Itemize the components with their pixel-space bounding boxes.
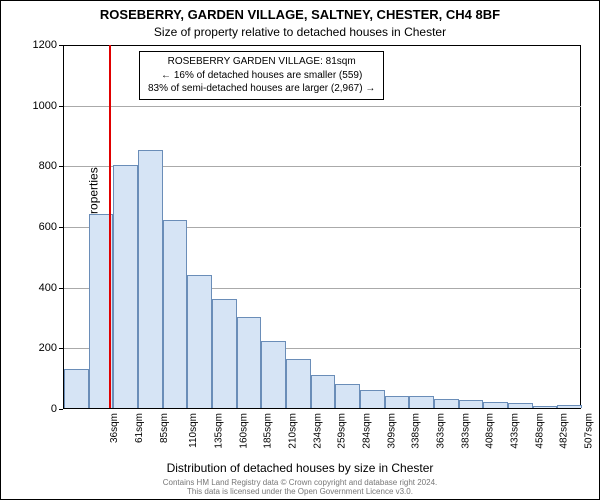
bar [335,384,360,408]
x-tick-label: 433sqm [510,413,521,449]
bar [138,150,163,408]
bar [360,390,385,408]
bar [237,317,262,408]
x-tick-label: 338sqm [411,413,422,449]
annotation-box: ROSEBERRY GARDEN VILLAGE: 81sqm ← 16% of… [139,51,384,100]
x-tick-label: 210sqm [288,413,299,449]
y-tick-label: 400 [21,282,57,294]
footer-line-2: This data is licensed under the Open Gov… [163,488,438,497]
bar [163,220,188,408]
y-tick-label: 600 [21,221,57,233]
y-tick-mark [59,227,63,228]
bar [385,396,410,408]
page-title: ROSEBERRY, GARDEN VILLAGE, SALTNEY, CHES… [100,7,500,22]
x-tick-label: 85sqm [159,413,170,443]
footer: Contains HM Land Registry data © Crown c… [163,479,438,497]
bar [533,406,558,408]
x-tick-label: 110sqm [188,413,199,448]
x-tick-label: 185sqm [263,413,274,449]
page-subtitle: Size of property relative to detached ho… [154,25,446,39]
x-tick-label: 309sqm [386,413,397,449]
bar [434,399,459,408]
plot-border-top [64,45,581,46]
y-tick-label: 1200 [21,39,57,51]
annotation-line-2: ← 16% of detached houses are smaller (55… [148,69,375,83]
y-tick-mark [59,288,63,289]
x-tick-label: 61sqm [134,413,145,443]
x-tick-label: 259sqm [337,413,348,449]
x-tick-label: 408sqm [485,413,496,449]
bar [459,400,484,408]
bar [187,275,212,408]
plot-area: ROSEBERRY GARDEN VILLAGE: 81sqm ← 16% of… [63,45,581,409]
x-tick-label: 458sqm [534,413,545,449]
bar [557,405,582,408]
y-tick-mark [59,166,63,167]
bar [64,369,89,408]
chart-container: ROSEBERRY, GARDEN VILLAGE, SALTNEY, CHES… [0,0,600,500]
bar [311,375,336,408]
x-tick-label: 363sqm [436,413,447,449]
y-tick-label: 1000 [21,100,57,112]
x-axis-label: Distribution of detached houses by size … [167,461,434,475]
x-tick-label: 482sqm [559,413,570,449]
y-tick-label: 800 [21,160,57,172]
annotation-line-3: 83% of semi-detached houses are larger (… [148,82,375,96]
y-tick-mark [59,106,63,107]
y-tick-label: 0 [21,403,57,415]
bar [483,402,508,408]
x-tick-label: 383sqm [460,413,471,449]
annotation-line-1: ROSEBERRY GARDEN VILLAGE: 81sqm [148,55,375,69]
bar [508,403,533,408]
bar [113,165,138,408]
x-tick-label: 160sqm [238,413,249,449]
bar [212,299,237,408]
x-tick-label: 36sqm [109,413,120,443]
bar [409,396,434,408]
bar [261,341,286,408]
marker-line [109,45,111,408]
x-tick-label: 284sqm [362,413,373,449]
x-tick-label: 234sqm [312,413,323,449]
bar [286,359,311,408]
y-tick-label: 200 [21,342,57,354]
x-tick-label: 507sqm [584,413,595,449]
gridline [64,106,581,107]
x-tick-label: 135sqm [214,413,225,449]
y-tick-mark [59,409,63,410]
y-tick-mark [59,45,63,46]
y-tick-mark [59,348,63,349]
